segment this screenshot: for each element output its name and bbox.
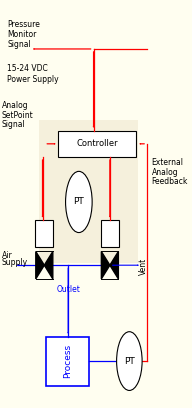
Text: Vent: Vent — [139, 258, 148, 275]
Text: External: External — [151, 158, 184, 167]
Text: Supply: Supply — [2, 258, 28, 267]
Text: Outlet: Outlet — [57, 285, 81, 294]
FancyBboxPatch shape — [101, 220, 119, 247]
Text: Signal: Signal — [7, 40, 31, 49]
Text: Process: Process — [63, 344, 72, 378]
Text: 15-24 VDC: 15-24 VDC — [7, 64, 48, 73]
Text: Air: Air — [2, 251, 12, 260]
FancyBboxPatch shape — [36, 220, 53, 247]
Text: PT: PT — [124, 357, 135, 366]
Text: Feedback: Feedback — [151, 177, 188, 186]
Polygon shape — [36, 251, 44, 279]
Text: Power Supply: Power Supply — [7, 75, 59, 84]
FancyBboxPatch shape — [59, 131, 137, 157]
Polygon shape — [44, 251, 53, 279]
FancyBboxPatch shape — [46, 337, 89, 386]
Text: Analog: Analog — [151, 168, 178, 177]
Text: Signal: Signal — [2, 120, 26, 129]
Text: Monitor: Monitor — [7, 30, 36, 39]
FancyBboxPatch shape — [39, 120, 138, 263]
Circle shape — [65, 171, 92, 233]
Text: SetPoint: SetPoint — [2, 111, 34, 120]
Polygon shape — [110, 251, 118, 279]
Text: Pressure: Pressure — [7, 20, 40, 29]
Circle shape — [117, 332, 142, 390]
Polygon shape — [101, 251, 110, 279]
Text: Controller: Controller — [77, 139, 118, 149]
Text: PT: PT — [74, 197, 84, 206]
Text: Analog: Analog — [2, 101, 28, 110]
